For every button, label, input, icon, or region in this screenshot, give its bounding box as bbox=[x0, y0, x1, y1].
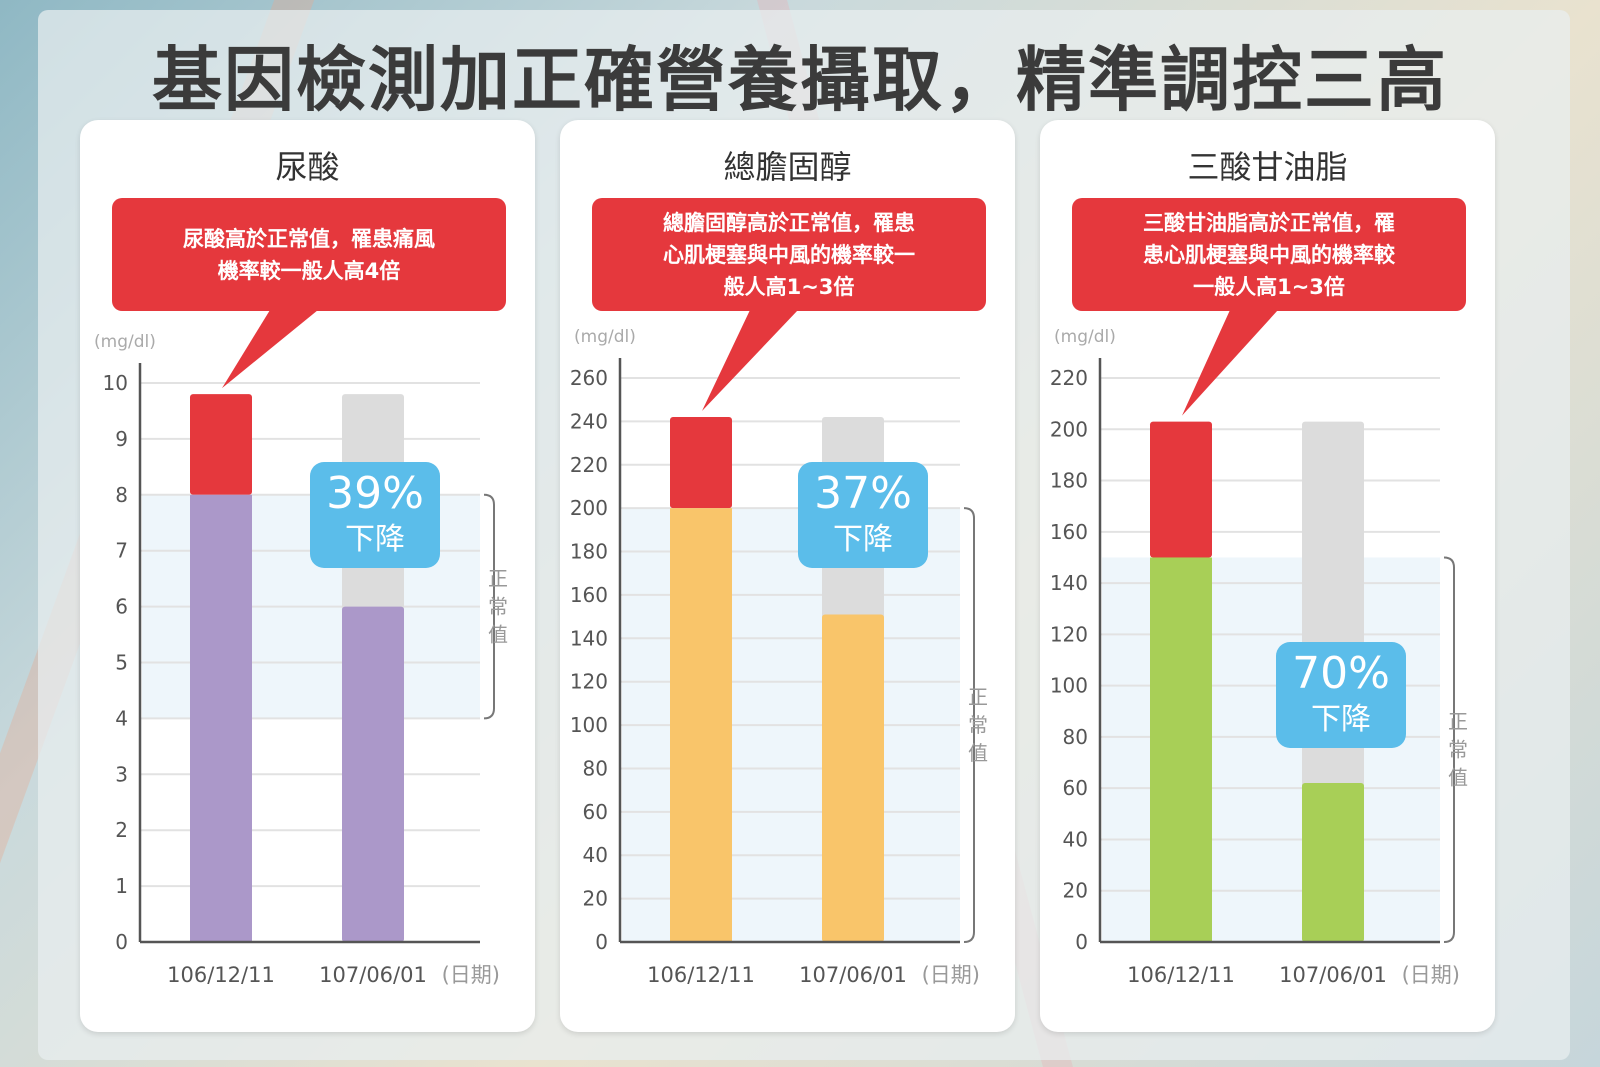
normal-range-bracket bbox=[483, 493, 495, 720]
normal-range-label: 常 bbox=[968, 713, 988, 737]
y-tick-label: 7 bbox=[115, 539, 128, 563]
badge-text: 下降 bbox=[1311, 702, 1371, 737]
y-tick-label: 120 bbox=[570, 670, 608, 694]
y-tick-label: 200 bbox=[570, 496, 608, 520]
y-tick-label: 1 bbox=[115, 874, 128, 898]
x-tick-label: 107/06/01 bbox=[319, 963, 427, 987]
chart-title: 總膽固醇 bbox=[723, 148, 852, 186]
y-tick-label: 80 bbox=[583, 756, 608, 780]
normal-range-label: 值 bbox=[488, 623, 508, 647]
badge-text: 下降 bbox=[833, 522, 893, 557]
bar-value bbox=[1150, 557, 1212, 942]
y-tick-label: 180 bbox=[1050, 469, 1088, 493]
bar-excess bbox=[1150, 421, 1212, 558]
bar-value bbox=[822, 614, 884, 942]
x-tick-label: 106/12/11 bbox=[167, 963, 275, 987]
y-tick-label: 180 bbox=[570, 540, 608, 564]
y-tick-label: 100 bbox=[1050, 674, 1088, 698]
badge-percent: 39% bbox=[326, 468, 424, 519]
callout-pointer bbox=[222, 310, 318, 389]
chart-title: 三酸甘油脂 bbox=[1187, 148, 1348, 186]
y-tick-label: 100 bbox=[570, 713, 608, 737]
chart-panel-cholesterol: 總膽固醇 總膽固醇高於正常值，罹患 心肌梗塞與中風的機率較一 般人高1~3倍 0… bbox=[560, 120, 1015, 1032]
callout-text: 尿酸高於正常值，罹患痛風 機率較一般人高4倍 bbox=[183, 226, 435, 283]
normal-range-bracket bbox=[1443, 556, 1455, 943]
normal-range-label: 值 bbox=[968, 741, 988, 765]
bar-excess bbox=[670, 417, 732, 509]
y-unit-label: (mg/dl) bbox=[94, 332, 156, 352]
y-tick-label: 60 bbox=[1063, 776, 1088, 800]
y-tick-label: 260 bbox=[570, 366, 608, 390]
normal-range-label: 正 bbox=[968, 685, 988, 709]
y-unit-label: (mg/dl) bbox=[574, 327, 636, 347]
bar-excess bbox=[190, 394, 252, 495]
bar-value bbox=[670, 508, 732, 942]
callout-text: 總膽固醇高於正常值，罹患 心肌梗塞與中風的機率較一 般人高1~3倍 bbox=[663, 210, 915, 299]
y-tick-label: 0 bbox=[1075, 930, 1088, 954]
y-tick-label: 3 bbox=[115, 762, 128, 786]
normal-range-label: 正 bbox=[1448, 710, 1468, 734]
bar-value bbox=[342, 606, 404, 942]
callout-pointer bbox=[1182, 310, 1278, 416]
y-tick-label: 9 bbox=[115, 427, 128, 451]
y-tick-label: 20 bbox=[583, 887, 608, 911]
callout-box: 尿酸高於正常值，罹患痛風 機率較一般人高4倍 bbox=[112, 198, 506, 311]
y-tick-label: 240 bbox=[570, 409, 608, 433]
x-tick-label: 107/06/01 bbox=[799, 963, 907, 987]
y-tick-label: 160 bbox=[1050, 520, 1088, 544]
x-unit-label: (日期) bbox=[922, 963, 980, 987]
y-tick-label: 220 bbox=[1050, 366, 1088, 390]
callout-box: 三酸甘油脂高於正常值，罹 患心肌梗塞與中風的機率較 一般人高1~3倍 bbox=[1072, 198, 1466, 311]
decrease-badge: 39% 下降 bbox=[310, 462, 440, 568]
callout-box: 總膽固醇高於正常值，罹患 心肌梗塞與中風的機率較一 般人高1~3倍 bbox=[592, 198, 986, 311]
page-title: 基因檢測加正確營養攝取，精準調控三高 bbox=[152, 39, 1448, 121]
callout-text: 三酸甘油脂高於正常值，罹 患心肌梗塞與中風的機率較 一般人高1~3倍 bbox=[1143, 210, 1395, 299]
y-tick-label: 4 bbox=[115, 706, 128, 730]
chart-title: 尿酸 bbox=[275, 148, 340, 186]
bar-chart: 0 20 40 60 80 100 120 140 160 180 200 220 (mg/dl) 106… bbox=[1050, 310, 1468, 987]
normal-range-label: 正 bbox=[488, 567, 508, 591]
y-tick-label: 220 bbox=[570, 453, 608, 477]
normal-range-label: 常 bbox=[1448, 738, 1468, 762]
y-tick-label: 60 bbox=[583, 800, 608, 824]
y-tick-label: 160 bbox=[570, 583, 608, 607]
chart-panel-triglyceride: 三酸甘油脂 三酸甘油脂高於正常值，罹 患心肌梗塞與中風的機率較 一般人高1~3倍… bbox=[1040, 120, 1495, 1032]
y-tick-label: 20 bbox=[1063, 879, 1088, 903]
y-tick-label: 2 bbox=[115, 818, 128, 842]
y-tick-label: 140 bbox=[1050, 571, 1088, 595]
chart-panel-uric-acid: 尿酸 尿酸高於正常值，罹患痛風 機率較一般人高4倍 0 1 2 3 4 5 6 7 8 9 10 (m… bbox=[80, 120, 535, 1032]
bar-value bbox=[190, 494, 252, 942]
bar-chart: 0 1 2 3 4 5 6 7 8 9 10 (mg/dl) 106/12/11 107/06/01 (日期… bbox=[94, 310, 508, 987]
y-tick-label: 80 bbox=[1063, 725, 1088, 749]
bar-value bbox=[1302, 783, 1364, 942]
x-tick-label: 106/12/11 bbox=[1127, 963, 1235, 987]
decrease-badge: 37% 下降 bbox=[798, 462, 928, 568]
bar-chart: 0 20 40 60 80 100 120 140 160 180 200 220 240 260 (mg/… bbox=[570, 310, 988, 987]
badge-text: 下降 bbox=[345, 522, 405, 557]
y-tick-label: 8 bbox=[115, 483, 128, 507]
y-tick-label: 10 bbox=[103, 371, 128, 395]
y-tick-label: 0 bbox=[595, 930, 608, 954]
normal-range-label: 常 bbox=[488, 595, 508, 619]
y-tick-label: 0 bbox=[115, 930, 128, 954]
y-tick-label: 120 bbox=[1050, 622, 1088, 646]
badge-percent: 37% bbox=[814, 468, 912, 519]
badge-percent: 70% bbox=[1292, 648, 1390, 699]
y-tick-label: 40 bbox=[1063, 827, 1088, 851]
normal-range-bracket bbox=[963, 507, 975, 943]
x-tick-label: 107/06/01 bbox=[1279, 963, 1387, 987]
x-tick-label: 106/12/11 bbox=[647, 963, 755, 987]
y-tick-label: 140 bbox=[570, 626, 608, 650]
y-tick-label: 6 bbox=[115, 595, 128, 619]
callout-pointer bbox=[702, 310, 798, 412]
y-tick-label: 200 bbox=[1050, 417, 1088, 441]
y-tick-label: 5 bbox=[115, 651, 128, 675]
normal-range-label: 值 bbox=[1448, 766, 1468, 790]
decrease-badge: 70% 下降 bbox=[1276, 642, 1406, 748]
x-unit-label: (日期) bbox=[1402, 963, 1460, 987]
y-tick-label: 40 bbox=[583, 843, 608, 867]
y-unit-label: (mg/dl) bbox=[1054, 327, 1116, 347]
x-unit-label: (日期) bbox=[442, 963, 500, 987]
